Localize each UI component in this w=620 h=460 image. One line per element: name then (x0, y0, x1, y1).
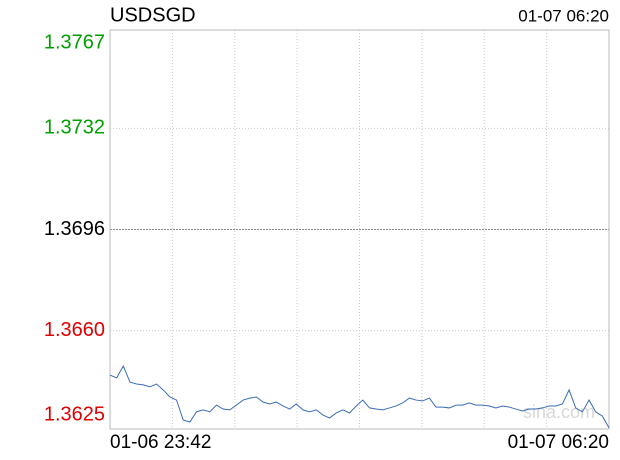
chart-title: USDSGD (110, 4, 196, 26)
plot-border (109, 29, 610, 430)
price-line (109, 364, 610, 429)
y-tick-label: 1.3625 (44, 403, 105, 425)
x-end-label: 01-07 06:20 (508, 432, 609, 453)
x-start-label: 01-06 23:42 (110, 432, 211, 453)
y-tick-label: 1.3732 (44, 117, 105, 139)
y-tick-label: 1.3767 (44, 31, 105, 53)
watermark: sina.com (523, 402, 595, 422)
y-tick-label: 1.3660 (44, 319, 105, 341)
y-tick-label: 1.3696 (44, 218, 105, 240)
timestamp: 01-07 06:20 (518, 6, 609, 25)
